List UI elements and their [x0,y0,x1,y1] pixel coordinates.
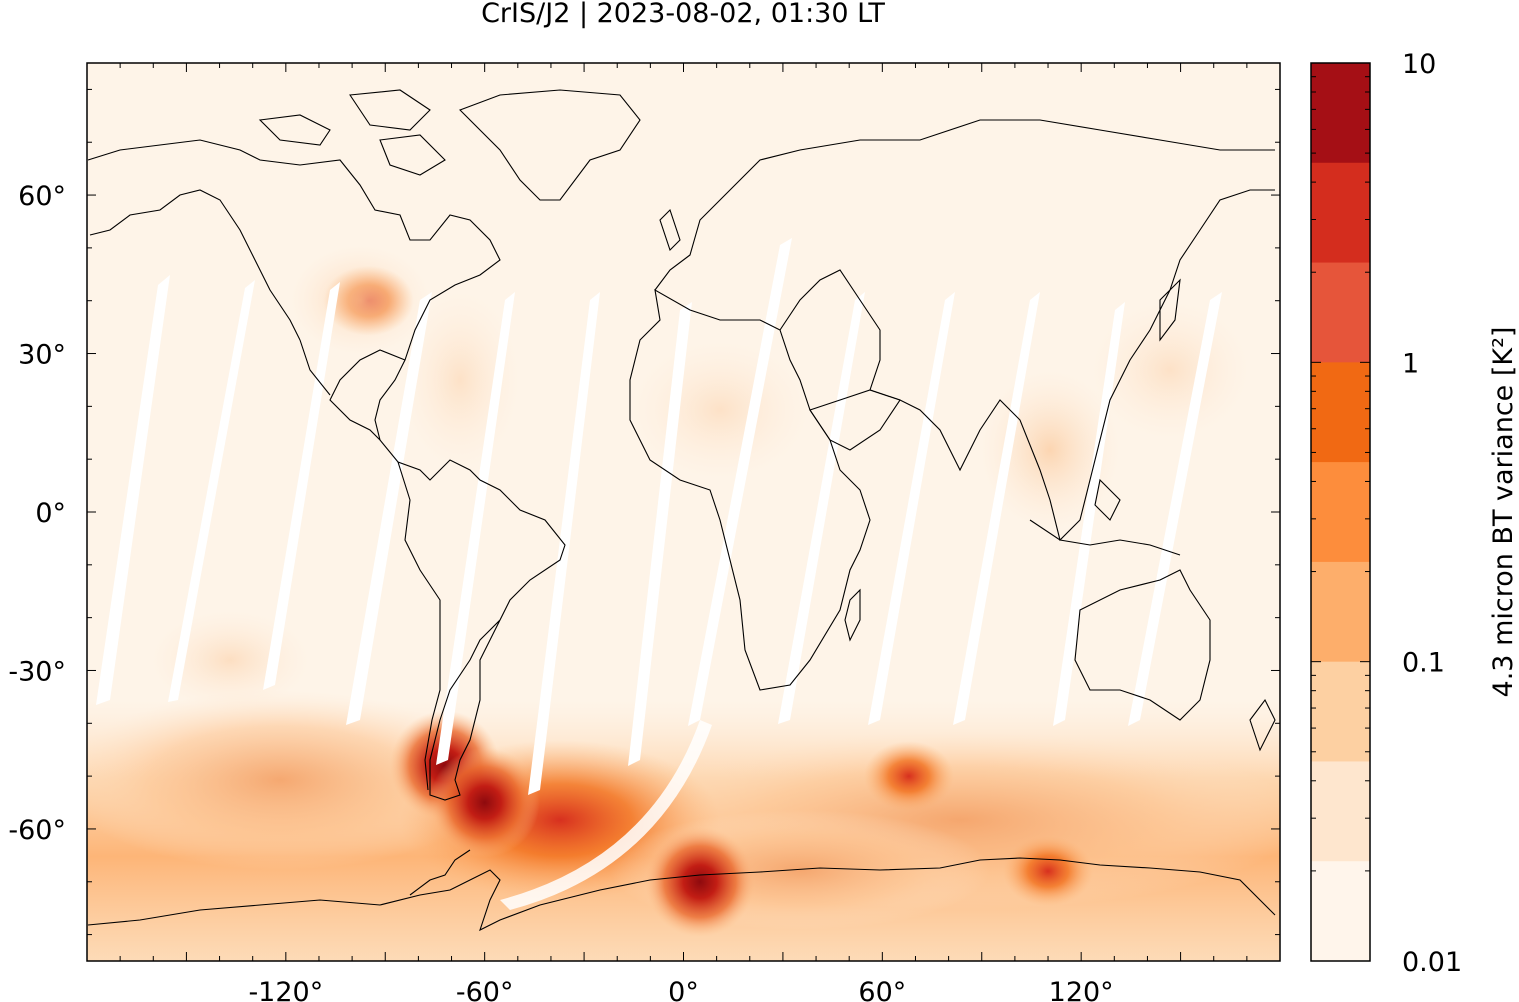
colorbar-segment [1311,462,1370,563]
colorbar-tick-label: 1 [1402,348,1419,379]
y-tick-label: -30° [8,656,66,687]
colorbar-segment [1311,861,1370,962]
colorbar-segment [1311,761,1370,862]
x-tick-label: 60° [858,977,906,1002]
hotspot-4 [863,741,954,812]
y-tick-label: -60° [8,815,66,846]
colorbar-tick-label: 10 [1402,49,1436,80]
x-tick-label: 120° [1049,977,1114,1002]
y-tick-label: 0° [35,498,66,529]
x-tick-label: -60° [456,977,514,1002]
colorbar-segment [1311,262,1370,363]
hotspot-2 [645,826,756,937]
x-axis-ticks: -120° -60° 0° 60° 120° [86,63,1281,1002]
y-axis-ticks: 60° 30° 0° -30° -60° [8,88,1280,936]
x-tick-label: 0° [668,977,699,1002]
colorbar-tick-label: 0.1 [1402,648,1445,679]
x-tick-label: -120° [248,977,323,1002]
colorbar-label: 4.3 micron BT variance [K²] [1488,327,1519,698]
coastlines [87,89,1276,932]
plot-title: CrIS/J2 | 2023-08-02, 01:30 LT [481,0,885,29]
y-tick-label: 30° [18,340,66,371]
colorbar-segment [1311,561,1370,663]
hotspot-1 [429,747,540,858]
colorbar-tick-label: 0.01 [1402,947,1462,978]
colorbar-segment [1311,362,1370,463]
y-tick-label: 60° [18,181,66,212]
colorbar: 10 1 0.1 0.01 [1310,49,1462,978]
colorbar-segment [1311,661,1370,762]
colorbar-segment [1311,63,1370,164]
variance-field [87,63,1280,961]
colorbar-segment [1311,162,1370,264]
hotspot-3 [1003,836,1094,907]
